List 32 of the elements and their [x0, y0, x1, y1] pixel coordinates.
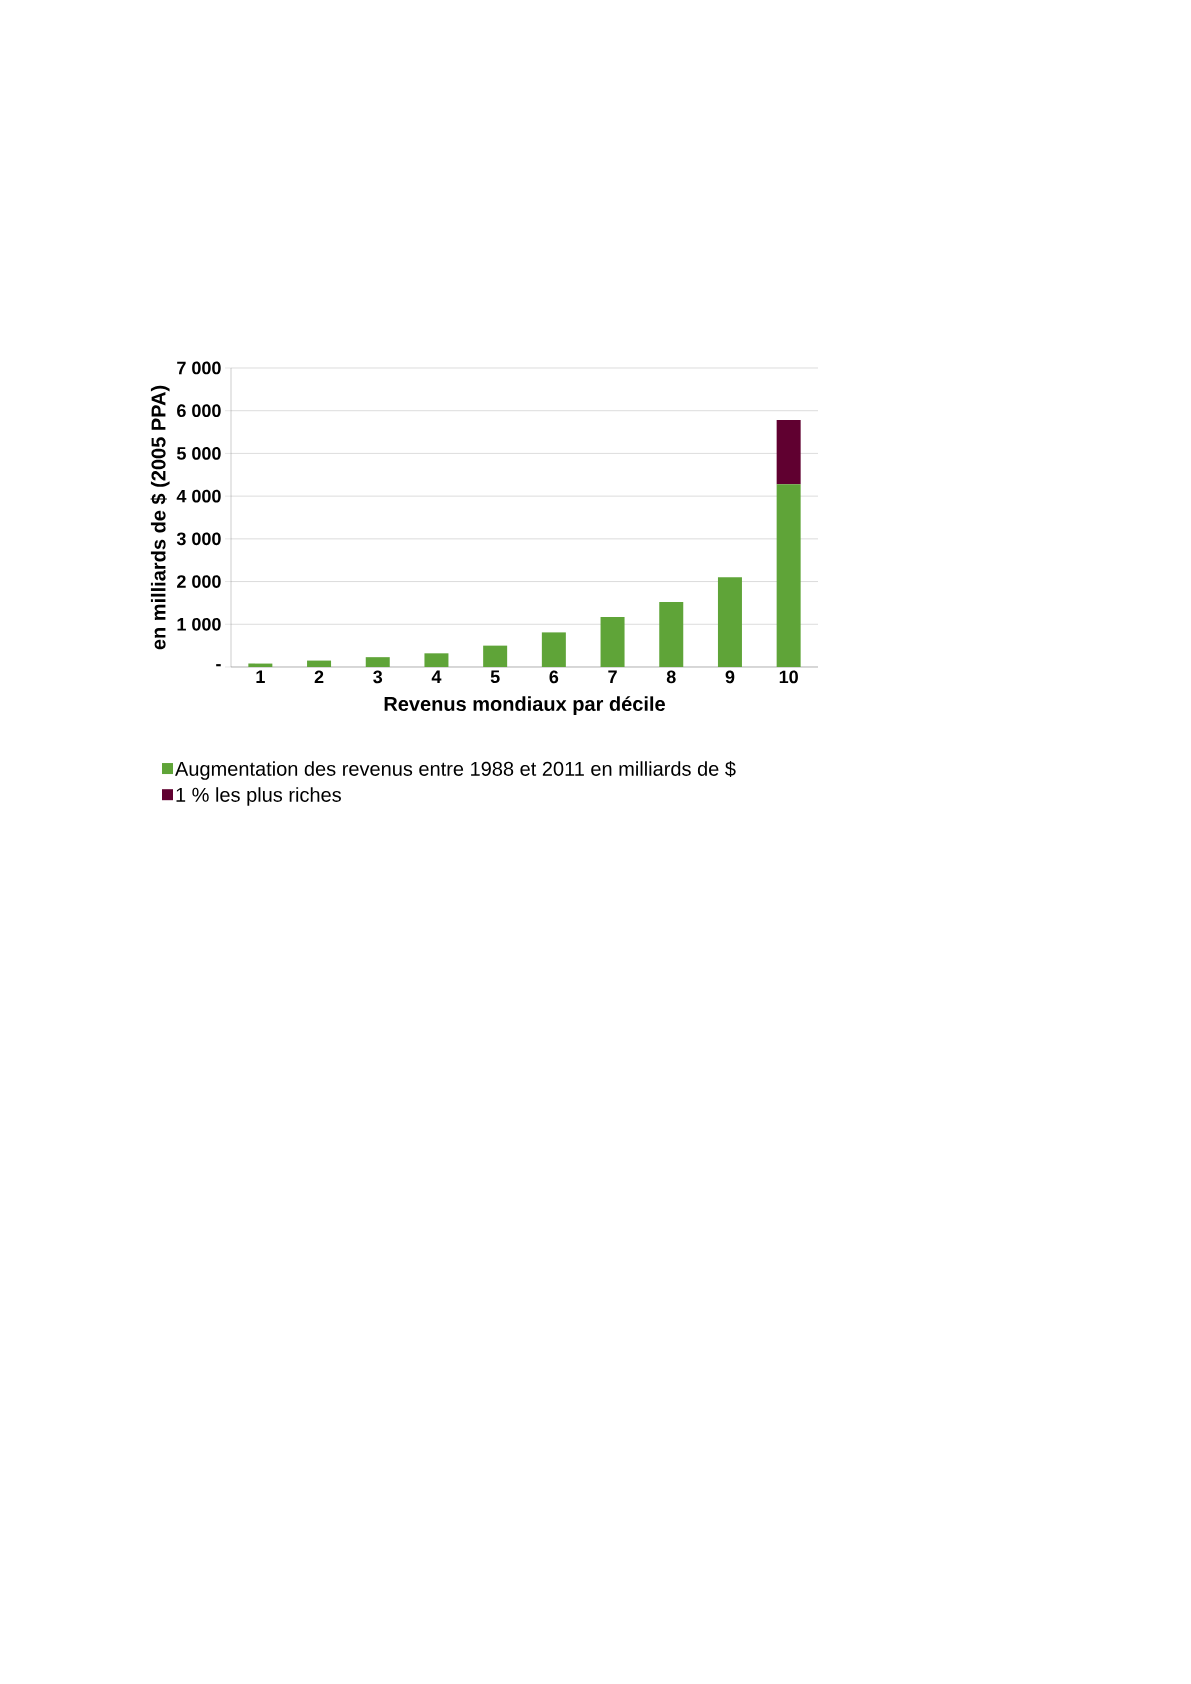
x-tick-label: 2 [314, 670, 324, 684]
x-tick-label: 9 [725, 670, 735, 684]
x-tick-label: 3 [373, 670, 383, 684]
y-tick-label: 5 000 [176, 447, 221, 460]
y-axis-title: en milliards de $ (2005 PPA) [150, 385, 170, 650]
bar [483, 645, 508, 667]
y-tick-label: 2 000 [177, 575, 221, 588]
bar [659, 602, 684, 667]
y-tick-label: 6 000 [177, 404, 221, 418]
bar [717, 577, 742, 667]
x-tick-label: 1 [256, 670, 265, 683]
legend-label: 1 % les plus riches [176, 787, 341, 806]
y-tick-label: 7 000 [177, 361, 221, 375]
x-tick-label: 5 [490, 670, 500, 684]
bar [600, 617, 625, 667]
x-tick-label: 7 [608, 670, 617, 683]
bar [365, 657, 390, 667]
y-tick-label: 3 000 [176, 532, 221, 546]
bar [776, 420, 801, 485]
y-tick-label: 4 000 [176, 489, 221, 503]
bar [776, 484, 801, 667]
x-axis-title: Revenus mondiaux par décile [384, 696, 665, 715]
x-tick-label: 8 [666, 670, 676, 684]
y-tick-label: 1 000 [177, 617, 221, 631]
x-tick-label: 4 [431, 670, 442, 683]
bar [541, 632, 566, 667]
bar [424, 653, 449, 667]
x-tick-label: 10 [779, 670, 798, 684]
y-tick-label: - [216, 664, 221, 667]
bar [307, 660, 332, 667]
legend-label: Augmentation des revenus entre 1988 et 2011 en milliards de $ [175, 760, 736, 780]
x-tick-label: 6 [549, 670, 559, 684]
